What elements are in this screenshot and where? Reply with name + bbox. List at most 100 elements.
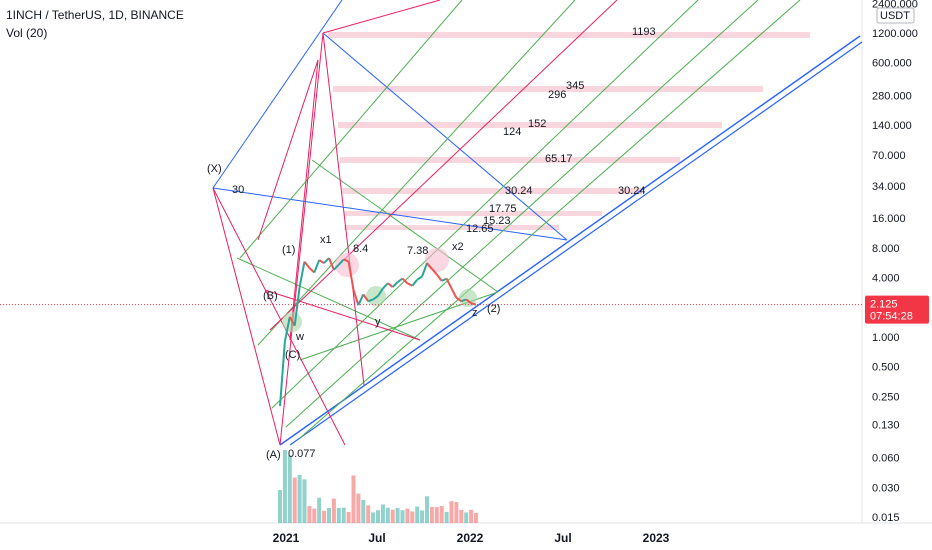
price-series [279, 257, 477, 407]
wave-label: 8.4 [353, 243, 368, 255]
time-tick-label: 2021 [273, 531, 300, 545]
current-price-value: 2.125 [870, 299, 898, 311]
price-segment [406, 282, 413, 287]
price-segment [436, 273, 443, 282]
price-segment [293, 286, 301, 326]
volume-bar [346, 511, 351, 523]
price-segment [333, 263, 340, 271]
volume-bar [366, 505, 371, 523]
volume-bar [390, 509, 395, 523]
price-segment [338, 258, 345, 266]
price-tick-label: 8.000 [872, 243, 900, 255]
volume-bar [405, 508, 410, 523]
volume-bar [327, 507, 331, 523]
volume-bars [278, 450, 478, 523]
price-tick-label: 4.000 [872, 273, 900, 285]
target-level-label: 12.65 [466, 223, 494, 235]
price-segment [372, 295, 379, 301]
currency-badge[interactable]: USDT [876, 7, 915, 24]
wave-label: w [295, 331, 304, 343]
target-level-label: 30.24 [618, 185, 646, 197]
volume-bar [459, 509, 464, 523]
price-segment [441, 277, 448, 282]
price-segment [318, 259, 325, 264]
volume-indicator-label[interactable]: Vol (20) [6, 26, 48, 40]
price-tick-label: 2400.000 [872, 0, 918, 10]
wave-labels: (X) 30 (1) x1 8.4 7.38 x2 (B) w (C) y z (2) (A) 0.077 [207, 163, 500, 461]
price-tick-label: 34.000 [872, 181, 906, 193]
volume-bar [469, 509, 474, 523]
volume-bar [356, 493, 361, 523]
volume-bar [464, 512, 469, 523]
target-level-label: 15.23 [483, 215, 511, 227]
price-segment [397, 277, 404, 283]
countdown-timer: 07:54:28 [870, 311, 913, 323]
volume-bar [282, 450, 287, 523]
price-tick-label: 1200.000 [872, 28, 918, 40]
price-segment [382, 282, 389, 290]
currency-label: USDT [880, 10, 910, 22]
price-segment [455, 296, 462, 303]
wave-label: 0.077 [288, 448, 316, 460]
price-tick-label: 1.000 [872, 332, 900, 344]
price-segment [460, 298, 467, 303]
target-level-label: 152 [528, 118, 546, 130]
volume-bar [297, 475, 302, 523]
price-segment [416, 275, 423, 281]
volume-bar [415, 506, 420, 523]
volume-bar [292, 477, 297, 523]
target-level-label: 345 [566, 80, 584, 92]
volume-bar [449, 501, 454, 523]
wave-label: (1) [282, 244, 295, 256]
wave-label: (B) [263, 290, 278, 302]
price-segment [377, 287, 384, 297]
volume-bar [322, 510, 327, 523]
price-segment [470, 302, 477, 306]
volume-bar [336, 507, 341, 523]
wave-label: 30 [232, 184, 244, 196]
price-tick-label: 0.030 [872, 482, 900, 494]
wave-label: x1 [320, 234, 332, 246]
green-lines [236, 0, 801, 439]
volume-bar [307, 506, 312, 523]
volume-bar [385, 507, 390, 523]
target-level-label: 1193 [632, 26, 656, 38]
price-tick-label: 0.060 [872, 453, 900, 465]
price-tick-label: 0.130 [872, 419, 900, 431]
price-tick-label: 280.000 [872, 90, 912, 102]
price-segment [343, 258, 350, 263]
price-segment [283, 316, 291, 342]
price-segment [352, 289, 360, 306]
chart-title: 1INCH / TetherUS, 1D, BINANCE [6, 8, 184, 22]
target-level-label: 65.17 [545, 153, 573, 165]
volume-bar [425, 496, 429, 523]
price-segment [387, 282, 394, 288]
price-tick-label: 0.250 [872, 391, 900, 403]
volume-bar [420, 510, 425, 523]
volume-bar [400, 510, 405, 523]
wave-label: y [375, 316, 381, 328]
volume-bar [444, 511, 449, 523]
volume-bar [454, 502, 459, 523]
wave-label: (X) [207, 163, 222, 175]
volume-bar [302, 479, 307, 523]
price-segment [357, 293, 365, 306]
volume-bar [278, 490, 282, 523]
volume-bar [410, 511, 415, 523]
price-segment [401, 277, 409, 284]
target-level-label: 124 [503, 126, 521, 138]
time-tick-label: Jul [368, 531, 385, 545]
price-segment [391, 281, 399, 288]
wave-label: x2 [452, 241, 464, 253]
price-axis-ticks: 2400.000 1200.000 600.000 280.000 140.000 70.… [872, 0, 918, 524]
price-tick-label: 16.000 [872, 213, 906, 225]
price-segment [298, 261, 306, 288]
price-segment [347, 261, 355, 291]
volume-bar [474, 512, 478, 523]
red-lines [212, 0, 618, 446]
price-tick-label: 70.000 [872, 150, 906, 162]
volume-bar [434, 507, 439, 523]
target-level-label: 30.24 [505, 185, 533, 197]
volume-bar [331, 498, 336, 523]
